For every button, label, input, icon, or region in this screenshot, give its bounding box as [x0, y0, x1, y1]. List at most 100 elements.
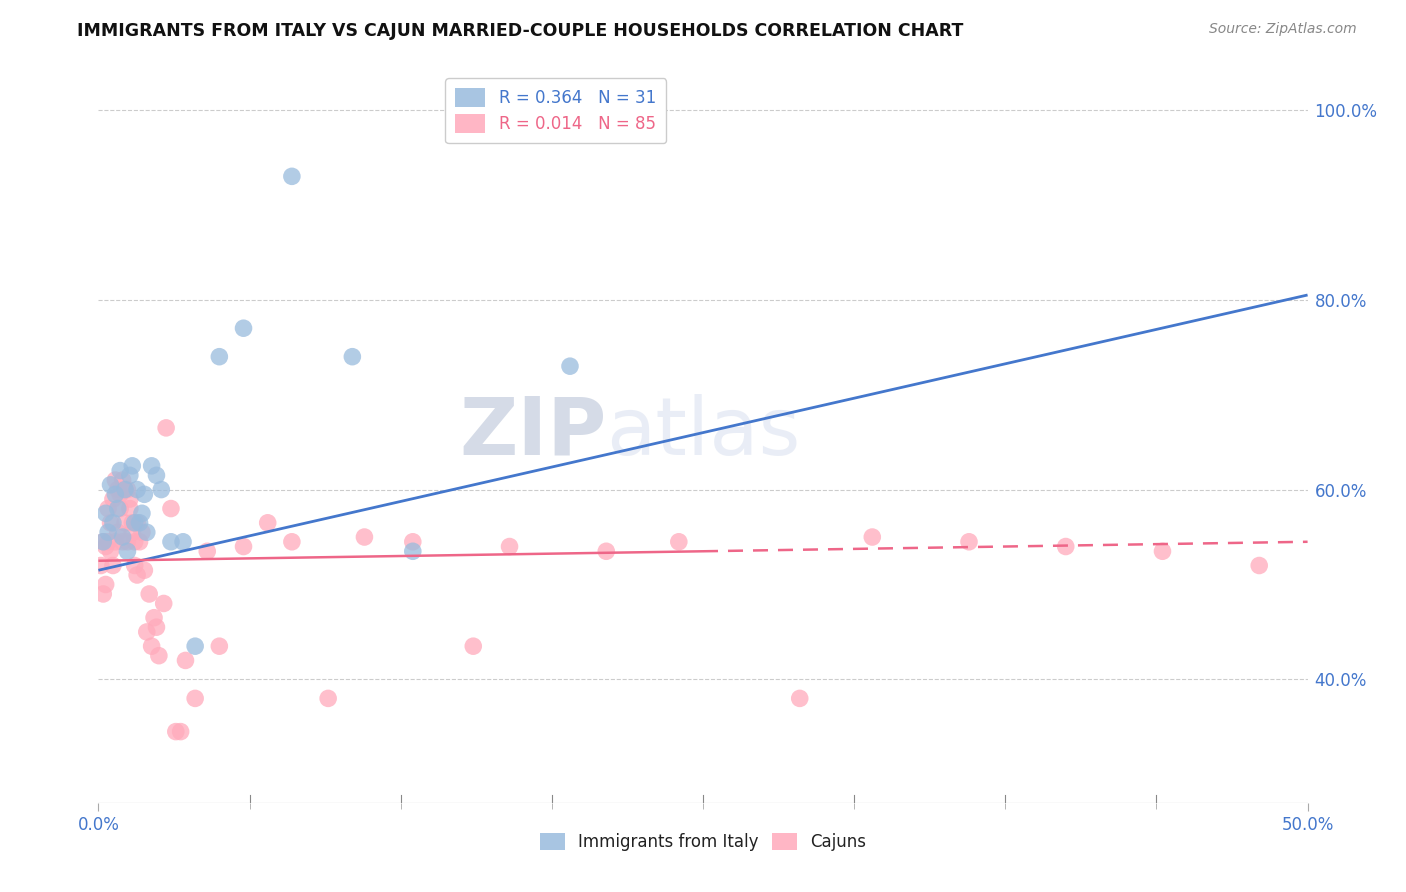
Point	[114, 483, 136, 497]
Point	[101, 516, 124, 530]
Point	[91, 587, 114, 601]
Point	[232, 540, 254, 554]
Point	[108, 487, 131, 501]
Point	[114, 516, 136, 530]
Point	[256, 516, 278, 530]
Point	[101, 491, 124, 506]
Point	[111, 534, 134, 549]
Point	[141, 639, 163, 653]
Point	[118, 468, 141, 483]
Point	[108, 501, 131, 516]
Point	[160, 501, 183, 516]
Point	[127, 568, 149, 582]
Point	[107, 501, 129, 516]
Point	[124, 534, 146, 549]
Point	[316, 691, 339, 706]
Point	[558, 359, 581, 374]
Point	[101, 558, 124, 573]
Point	[145, 468, 167, 483]
Point	[1249, 558, 1271, 573]
Point	[281, 534, 304, 549]
Point	[90, 558, 112, 573]
Point	[160, 534, 183, 549]
Point	[114, 483, 136, 497]
Point	[121, 458, 143, 473]
Point	[402, 534, 425, 549]
Point	[138, 587, 160, 601]
Point	[107, 483, 129, 497]
Point	[118, 491, 141, 506]
Point	[152, 597, 174, 611]
Point	[97, 501, 120, 516]
Point	[281, 169, 304, 184]
Point	[107, 525, 129, 540]
Text: atlas: atlas	[606, 393, 800, 472]
Point	[860, 530, 883, 544]
Point	[145, 620, 167, 634]
Point	[108, 464, 131, 478]
Point	[124, 558, 146, 573]
Point	[100, 478, 122, 492]
Point	[1152, 544, 1174, 558]
Point	[141, 458, 163, 473]
Point	[128, 534, 150, 549]
Point	[121, 516, 143, 530]
Point	[91, 534, 114, 549]
Point	[121, 525, 143, 540]
Text: ZIP: ZIP	[458, 393, 606, 472]
Point	[104, 534, 127, 549]
Point	[104, 473, 127, 487]
Point	[117, 544, 139, 558]
Point	[1054, 540, 1077, 554]
Point	[463, 639, 485, 653]
Point	[134, 563, 156, 577]
Point	[208, 350, 231, 364]
Point	[127, 483, 149, 497]
Point	[165, 724, 187, 739]
Point	[184, 639, 207, 653]
Point	[100, 516, 122, 530]
Point	[169, 724, 191, 739]
Point	[668, 534, 690, 549]
Point	[100, 544, 122, 558]
Point	[117, 534, 139, 549]
Point	[117, 483, 139, 497]
Text: Source: ZipAtlas.com: Source: ZipAtlas.com	[1209, 22, 1357, 37]
Point	[498, 540, 520, 554]
Point	[118, 501, 141, 516]
Point	[94, 540, 117, 554]
Point	[595, 544, 617, 558]
Point	[174, 653, 197, 667]
Point	[155, 421, 177, 435]
Point	[97, 534, 120, 549]
Point	[94, 577, 117, 591]
Point	[208, 639, 231, 653]
Point	[111, 530, 134, 544]
Point	[957, 534, 980, 549]
Point	[94, 506, 117, 520]
Point	[135, 624, 157, 639]
Point	[111, 473, 134, 487]
Point	[402, 544, 425, 558]
Point	[135, 525, 157, 540]
Point	[789, 691, 811, 706]
Point	[143, 610, 166, 624]
Point	[127, 516, 149, 530]
Point	[232, 321, 254, 335]
Point	[104, 487, 127, 501]
Point	[91, 534, 114, 549]
Text: IMMIGRANTS FROM ITALY VS CAJUN MARRIED-COUPLE HOUSEHOLDS CORRELATION CHART: IMMIGRANTS FROM ITALY VS CAJUN MARRIED-C…	[77, 22, 963, 40]
Point	[150, 483, 173, 497]
Point	[172, 534, 194, 549]
Point	[195, 544, 218, 558]
Point	[128, 516, 150, 530]
Legend: Immigrants from Italy, Cajuns: Immigrants from Italy, Cajuns	[533, 826, 873, 857]
Point	[97, 525, 120, 540]
Point	[131, 525, 153, 540]
Point	[124, 516, 146, 530]
Point	[184, 691, 207, 706]
Point	[131, 506, 153, 520]
Point	[353, 530, 375, 544]
Point	[134, 487, 156, 501]
Point	[342, 350, 364, 364]
